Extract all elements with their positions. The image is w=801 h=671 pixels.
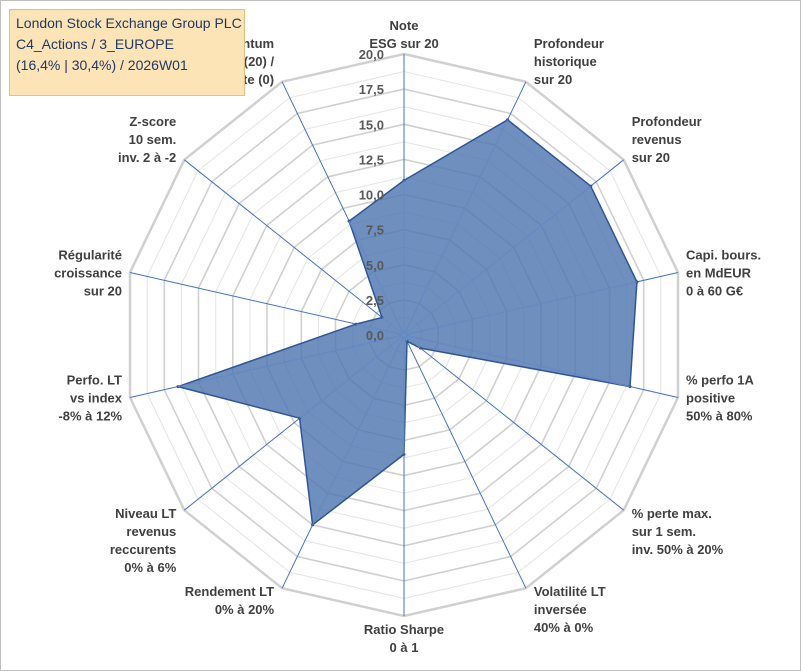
axis-label-line: Profondeur bbox=[534, 36, 604, 51]
axis-label: Z-score 10 sem. inv. 2 à -2 bbox=[118, 114, 176, 165]
axis-label-line: % perfo 1A bbox=[686, 373, 755, 388]
axis-spoke-overlay bbox=[312, 334, 405, 526]
title-line-2: C4_Actions / 3_EUROPE bbox=[16, 36, 174, 52]
axis-label-line: Rendement LT bbox=[185, 584, 274, 599]
tick-label: 17,5 bbox=[359, 82, 384, 97]
tick-label: 20,0 bbox=[359, 47, 384, 62]
axis-label-line: Profondeur bbox=[632, 114, 702, 129]
chart-title-box: London Stock Exchange Group PLC C4_Actio… bbox=[9, 9, 245, 96]
axis-spoke bbox=[183, 159, 405, 336]
axis-label-line: ESG sur 20 bbox=[369, 36, 438, 51]
axis-label: Volatilité LT inversée 40% à 0% bbox=[534, 584, 606, 635]
axis-label: Ratio Sharpe 0 à 1 bbox=[364, 622, 444, 655]
radar-tick-labels: 0,0 2,5 5,0 7,5 10,0 12,5 15,0 17,5 20,0 bbox=[359, 47, 384, 343]
axis-label-line: croissance bbox=[54, 266, 122, 281]
axis-label-line: inv. 2 à -2 bbox=[118, 150, 176, 165]
axis-label: Niveau LT revenus reccurents 0% à 6% bbox=[110, 506, 177, 575]
title-line-3: (16,4% | 30,4%) / 2026W01 bbox=[16, 57, 188, 73]
axis-label-line: 0 à 60 G€ bbox=[686, 284, 743, 299]
radar-series bbox=[175, 118, 639, 527]
axis-spoke-overlay bbox=[177, 334, 405, 387]
axis-label: Note ESG sur 20 bbox=[369, 18, 438, 51]
axis-spoke-overlay bbox=[403, 185, 591, 336]
axis-label: Perfo. LT vs index -8% à 12% bbox=[58, 373, 122, 424]
axis-label-line: -8% à 12% bbox=[58, 409, 122, 424]
axis-label-line: 50% à 80% bbox=[686, 409, 753, 424]
series-area bbox=[175, 118, 638, 527]
axis-spoke bbox=[403, 334, 625, 511]
axis-spoke-overlay bbox=[403, 334, 421, 349]
axis-spoke-overlay bbox=[403, 334, 408, 342]
axis-label-line: Z-score bbox=[129, 114, 176, 129]
tick-label: 2,5 bbox=[366, 293, 384, 308]
axis-label-line: revenus bbox=[632, 132, 682, 147]
axis-label-line: positive bbox=[686, 391, 735, 406]
tick-label: 10,0 bbox=[359, 188, 384, 203]
axis-label-line: inversée bbox=[534, 602, 587, 617]
axis-spoke-overlay bbox=[403, 119, 508, 336]
axis-label-line: historique bbox=[534, 54, 597, 69]
axis-spoke-overlay bbox=[348, 220, 405, 336]
axis-label-line: 0% à 20% bbox=[215, 602, 275, 617]
axis-label-line: Note bbox=[390, 18, 419, 33]
axis-label-line: Capi. bours. bbox=[686, 248, 761, 263]
axis-spoke-overlay bbox=[403, 334, 631, 387]
axis-label: Profondeur historique sur 20 bbox=[534, 36, 604, 87]
axis-label-line: sur 20 bbox=[632, 150, 670, 165]
axis-spoke-overlay bbox=[381, 317, 405, 336]
axis-label-line: Niveau LT bbox=[115, 506, 176, 521]
axis-label-line: en MdEUR bbox=[686, 266, 752, 281]
axis-label-line: % perte max. bbox=[632, 506, 712, 521]
axis-label-line: revenus bbox=[126, 524, 176, 539]
axis-label: Capi. bours. en MdEUR 0 à 60 G€ bbox=[686, 248, 761, 299]
axis-label-line: 40% à 0% bbox=[534, 620, 594, 635]
tick-label: 0,0 bbox=[366, 328, 384, 343]
axis-label: Rendement LT 0% à 20% bbox=[185, 584, 275, 617]
axis-label-line: Perfo. LT bbox=[67, 373, 122, 388]
axis-label-line: 0 à 1 bbox=[390, 640, 419, 655]
axis-label-line: Volatilité LT bbox=[534, 584, 606, 599]
axis-label-line: 10 sem. bbox=[129, 132, 177, 147]
tick-label: 15,0 bbox=[359, 117, 384, 132]
axis-label: Régularité croissance sur 20 bbox=[54, 248, 122, 299]
axis-label-line: vs index bbox=[70, 391, 123, 406]
axis-label-line: sur 20 bbox=[534, 72, 572, 87]
axis-label-line: inv. 50% à 20% bbox=[632, 542, 724, 557]
tick-label: 12,5 bbox=[359, 152, 384, 167]
axis-spoke-overlay bbox=[299, 334, 405, 419]
axis-spoke bbox=[403, 334, 527, 589]
axis-label-line: Ratio Sharpe bbox=[364, 622, 444, 637]
axis-label: % perte max. sur 1 sem. inv. 50% à 20% bbox=[632, 506, 724, 557]
axis-label-line: sur 20 bbox=[84, 284, 122, 299]
axis-label-line: 0% à 6% bbox=[124, 560, 176, 575]
axis-label-line: Régularité bbox=[58, 248, 122, 263]
axis-label-line: reccurents bbox=[110, 542, 176, 557]
tick-label: 5,0 bbox=[366, 258, 384, 273]
tick-label: 7,5 bbox=[366, 223, 384, 238]
axis-label-line: sur 1 sem. bbox=[632, 524, 696, 539]
axis-label: % perfo 1A positive 50% à 80% bbox=[686, 373, 755, 424]
axis-spoke-overlay bbox=[356, 323, 405, 336]
title-line-1: London Stock Exchange Group PLC bbox=[16, 15, 242, 31]
axis-spoke-overlay bbox=[403, 281, 637, 336]
axis-label: Profondeur revenus sur 20 bbox=[632, 114, 702, 165]
